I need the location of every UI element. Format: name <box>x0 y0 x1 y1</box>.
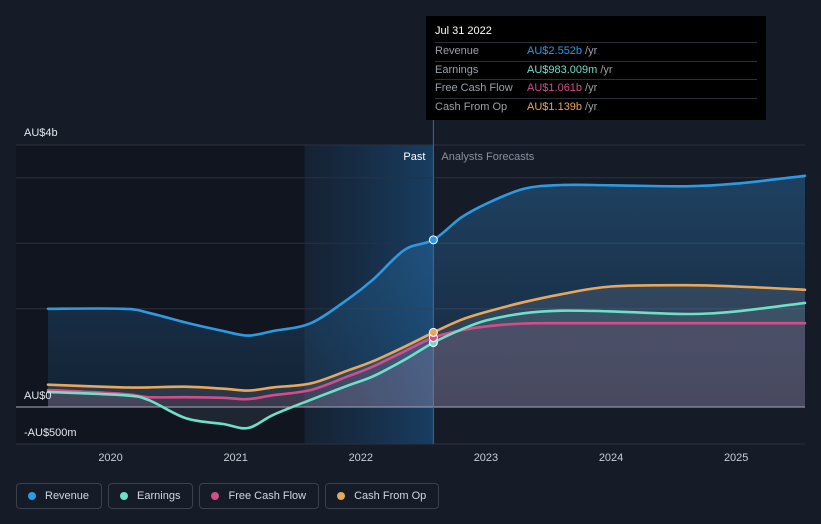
tooltip-row-revenue: Revenue AU$2.552b /yr <box>435 42 757 61</box>
tooltip-row-earnings: Earnings AU$983.009m /yr <box>435 60 757 80</box>
y-tick-label: AU$4b <box>24 127 58 139</box>
revenue-area <box>48 175 805 407</box>
cash-from-op-dot-icon <box>337 492 346 500</box>
tooltip-value: AU$983.009m <box>527 63 598 76</box>
revenue-line <box>46 174 807 337</box>
tooltip-value: AU$1.061b <box>527 82 583 94</box>
free-cash-flow-dot-icon <box>211 492 220 500</box>
tooltip-unit: /yr <box>585 100 598 113</box>
legend-label: Revenue <box>45 490 90 502</box>
legend-label: Free Cash Flow <box>228 490 307 502</box>
tooltip-label: Revenue <box>435 45 480 57</box>
tooltip-row-cash-from-op: Cash From Op AU$1.139b /yr <box>435 97 757 117</box>
forecast-label: Analysts Forecasts <box>441 151 534 163</box>
legend-label: Earnings <box>137 490 181 502</box>
tooltip-label: Free Cash Flow <box>435 82 513 94</box>
legend-item-free-cash-flow[interactable]: Free Cash Flow <box>199 483 320 509</box>
x-tick-label: 2025 <box>724 452 748 464</box>
legend-item-revenue[interactable]: Revenue <box>16 483 103 509</box>
legend-item-earnings[interactable]: Earnings <box>108 483 194 509</box>
free-cash-flow-line <box>46 321 807 401</box>
free-cash-flow-area <box>48 323 805 407</box>
x-tick-label: 2023 <box>474 452 498 464</box>
x-tick-label: 2021 <box>223 452 247 464</box>
revenue-dot-icon <box>28 492 36 500</box>
legend-label: Cash From Op <box>354 490 427 502</box>
past-label: Past <box>403 151 425 163</box>
revenue-marker <box>428 235 438 245</box>
cash-from-op-line <box>46 283 807 392</box>
x-tick-label: 2022 <box>349 452 373 464</box>
tooltip-row-free-cash-flow: Free Cash Flow AU$1.061b /yr <box>435 79 757 98</box>
legend-item-cash-from-op[interactable]: Cash From Op <box>325 483 440 509</box>
earnings-area <box>48 302 805 429</box>
tooltip-label: Cash From Op <box>435 100 508 113</box>
x-tick-label: 2020 <box>98 452 122 464</box>
tooltip-unit: /yr <box>585 82 598 94</box>
tooltip-unit: /yr <box>600 63 613 76</box>
tooltip-date: Jul 31 2022 <box>435 25 492 37</box>
earnings-dot-icon <box>120 492 129 500</box>
tooltip: Jul 31 2022 Revenue AU$2.552b /yr Earnin… <box>426 16 766 120</box>
cash-from-op-marker <box>428 327 438 337</box>
tooltip-value: AU$1.139b <box>527 100 583 113</box>
earnings-line <box>46 301 807 430</box>
legend: Revenue Earnings Free Cash Flow Cash Fro… <box>16 483 440 509</box>
tooltip-value: AU$2.552b <box>527 45 583 57</box>
x-tick-label: 2024 <box>599 452 623 464</box>
tooltip-label: Earnings <box>435 63 479 76</box>
tooltip-unit: /yr <box>585 45 598 57</box>
y-tick-label: AU$0 <box>24 390 52 402</box>
y-tick-label: -AU$500m <box>24 427 77 439</box>
